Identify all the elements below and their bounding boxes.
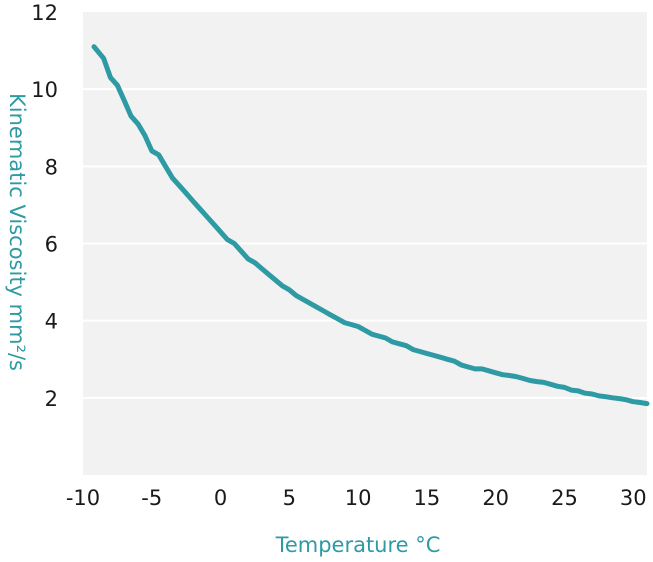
y-axis-ticks: 2 4 6 8 10 12 <box>31 1 58 411</box>
series-group <box>91 44 650 407</box>
x-axis-title: Temperature °C <box>275 533 441 557</box>
y-tick-label: 10 <box>31 78 58 102</box>
x-tick-label: -5 <box>141 486 162 510</box>
x-tick-label: -10 <box>66 486 100 510</box>
series-line <box>91 44 650 407</box>
y-tick-label: 2 <box>45 387 58 411</box>
x-tick-label: 25 <box>551 486 578 510</box>
gridlines <box>83 88 647 399</box>
x-tick-label: 15 <box>414 486 441 510</box>
x-axis-ticks: -10 -5 0 5 10 15 20 25 30 <box>66 486 647 510</box>
x-tick-label: 20 <box>482 486 509 510</box>
x-tick-label: 10 <box>345 486 372 510</box>
x-tick-label: 30 <box>620 486 647 510</box>
x-tick-label: 5 <box>283 486 296 510</box>
y-tick-label: 6 <box>45 233 58 257</box>
y-tick-label: 4 <box>45 310 58 334</box>
y-axis-title: Kinematic Viscosity mm²/s <box>5 93 29 371</box>
y-tick-label: 8 <box>45 155 58 179</box>
x-tick-label: 0 <box>214 486 227 510</box>
y-tick-label: 12 <box>31 1 58 25</box>
